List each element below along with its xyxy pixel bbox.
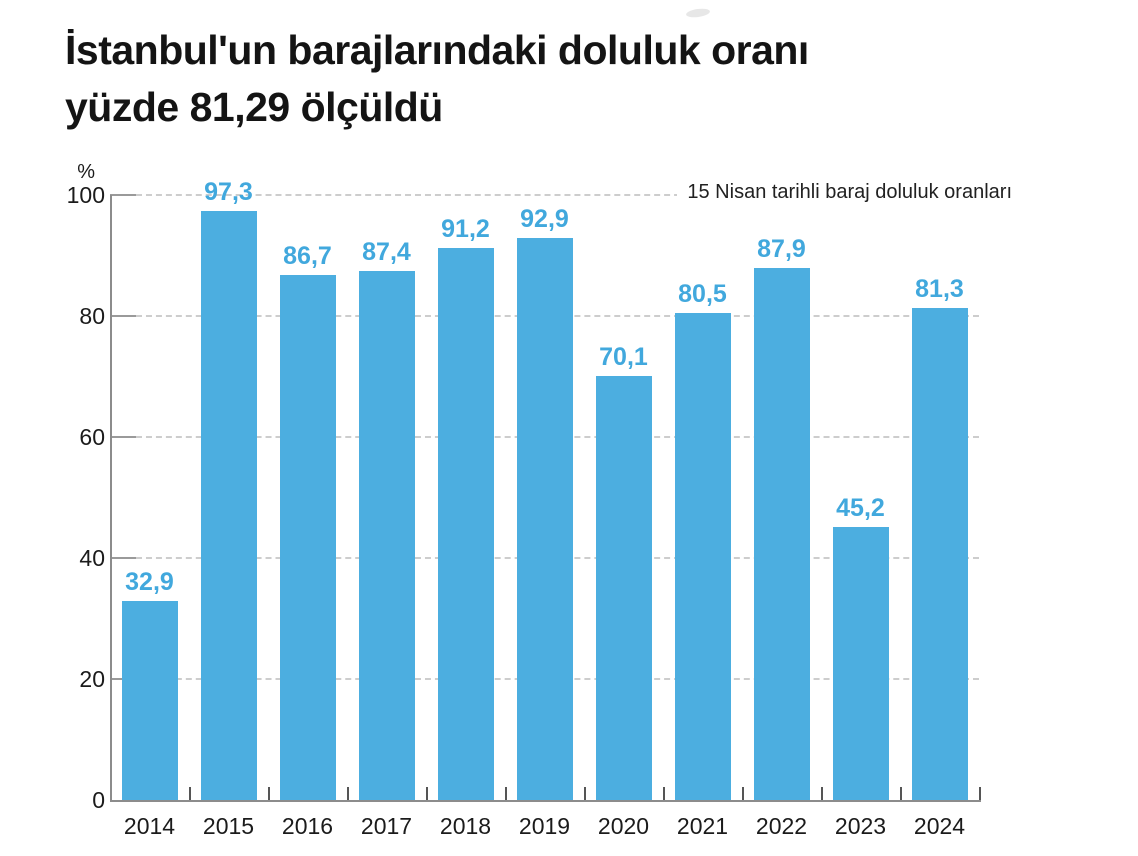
bar-2023 [832,526,889,800]
x-axis-tick-11 [979,787,981,800]
smudge-artifact [685,7,711,19]
y-tick-40 [110,557,136,559]
y-tick-label-40: 40 [79,545,105,571]
y-axis-line [110,195,112,800]
y-tick-label-0: 0 [92,787,105,813]
bar-2016 [279,275,336,800]
x-axis-tick-2 [268,787,270,800]
x-axis-tick-5 [505,787,507,800]
title-line-2: yüzde 81,29 ölçüldü [65,84,443,130]
bar-2015 [200,211,257,800]
bar-2022 [753,268,810,800]
x-tick-label-2021: 2021 [676,813,729,839]
bar-value-label-2019: 92,9 [520,204,569,233]
x-axis-line [110,800,981,802]
bar-value-label-2014: 32,9 [125,567,174,596]
bar-value-label-2022: 87,9 [757,235,806,264]
page-title: İstanbul'un barajlarındaki doluluk oranı… [65,22,809,136]
x-axis-tick-4 [426,787,428,800]
x-tick-label-2024: 2024 [913,813,966,839]
x-tick-label-2018: 2018 [439,813,492,839]
x-tick-label-2014: 2014 [123,813,176,839]
x-axis-tick-1 [189,787,191,800]
x-tick-label-2015: 2015 [202,813,255,839]
bar-2024 [911,308,968,800]
x-axis-tick-6 [584,787,586,800]
x-tick-label-2017: 2017 [360,813,413,839]
x-axis-tick-3 [347,787,349,800]
x-axis-tick-7 [663,787,665,800]
bar-2019 [516,237,573,800]
x-tick-label-2022: 2022 [755,813,808,839]
x-tick-label-2019: 2019 [518,813,571,839]
x-tick-label-2016: 2016 [281,813,334,839]
bar-value-label-2024: 81,3 [915,275,964,304]
x-axis-tick-10 [900,787,902,800]
bar-value-label-2018: 91,2 [441,215,490,244]
y-tick-60 [110,436,136,438]
bar-2014 [121,600,178,800]
bar-value-label-2015: 97,3 [204,178,253,207]
x-axis-tick-8 [742,787,744,800]
x-tick-label-2023: 2023 [834,813,887,839]
title-line-1: İstanbul'un barajlarındaki doluluk oranı [65,27,809,73]
bar-2018 [437,248,494,800]
gridline-100 [136,194,979,196]
x-tick-label-2020: 2020 [597,813,650,839]
y-tick-100 [110,194,136,196]
y-axis-unit-label: % [77,161,95,183]
bar-value-label-2023: 45,2 [836,493,885,522]
chart-annotation: 15 Nisan tarihli baraj doluluk oranları [677,181,1012,204]
bar-2020 [595,375,652,800]
bar-value-label-2021: 80,5 [678,279,727,308]
bar-value-label-2016: 86,7 [283,242,332,271]
y-tick-label-20: 20 [79,666,105,692]
bar-2017 [358,271,415,800]
x-axis-tick-9 [821,787,823,800]
bar-2021 [674,312,731,800]
y-tick-label-80: 80 [79,303,105,329]
bar-value-label-2020: 70,1 [599,342,648,371]
y-tick-label-60: 60 [79,424,105,450]
bar-value-label-2017: 87,4 [362,238,411,267]
y-tick-80 [110,315,136,317]
y-tick-label-100: 100 [66,182,105,208]
